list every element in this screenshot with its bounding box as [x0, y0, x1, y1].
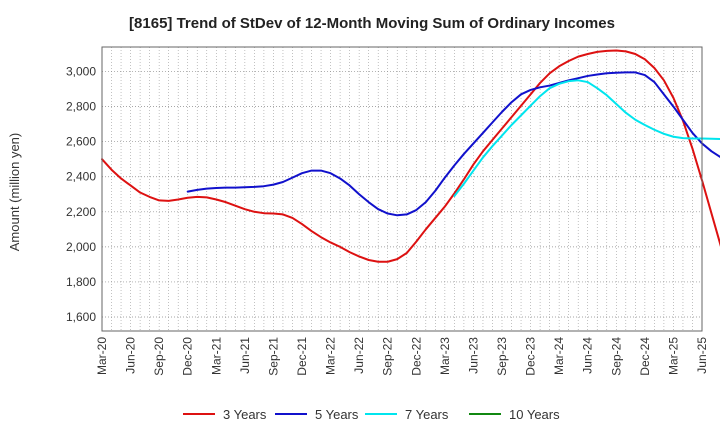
x-tick-label: Jun-24	[581, 337, 595, 374]
x-tick-label: Dec-22	[409, 337, 423, 376]
y-axis-label: Amount (million yen)	[7, 133, 22, 252]
x-tick-label: Mar-25	[666, 337, 680, 375]
x-tick-label: Dec-23	[524, 337, 538, 376]
legend-label: 5 Years	[315, 407, 359, 422]
x-tick-label: Mar-23	[438, 337, 452, 375]
x-tick-label: Mar-24	[552, 337, 566, 375]
x-tick-label: Sep-20	[152, 337, 166, 376]
legend: 3 Years 5 Years 7 Years 10 Years	[183, 407, 560, 422]
y-tick-label: 2,000	[66, 240, 96, 254]
series-line-5-years	[186, 71, 720, 217]
y-tick-label: 1,800	[66, 275, 96, 289]
series-line-3-years	[101, 49, 720, 263]
x-tick-label: Jun-25	[695, 337, 709, 374]
plot-frame	[101, 46, 703, 332]
grid	[102, 47, 702, 331]
x-tick-label: Mar-21	[209, 337, 223, 375]
x-tick-label: Jun-23	[466, 337, 480, 374]
x-tick-label: Dec-20	[181, 337, 195, 376]
x-tick-label: Dec-21	[295, 337, 309, 376]
x-tick-label: Sep-21	[266, 337, 280, 376]
x-tick-label: Sep-22	[381, 337, 395, 376]
x-tick-label: Mar-20	[95, 337, 109, 375]
y-tick-label: 2,800	[66, 100, 96, 114]
x-tick-label: Mar-22	[324, 337, 338, 375]
legend-label: 10 Years	[509, 407, 560, 422]
x-tick-label: Jun-21	[238, 337, 252, 374]
x-tick-label: Sep-23	[495, 337, 509, 376]
x-axis-ticks: Mar-20 Jun-20 Sep-20 Dec-20 Mar-21 Jun-21 Sep-…	[95, 337, 709, 376]
x-tick-label: Dec-24	[638, 337, 652, 376]
chart-title: [8165] Trend of StDev of 12-Month Moving…	[129, 15, 615, 32]
y-tick-label: 3,000	[66, 65, 96, 79]
y-axis-ticks: 1,600 1,800 2,000 2,200 2,400 2,600 2,800 3,000	[66, 65, 96, 324]
x-tick-label: Jun-22	[352, 337, 366, 374]
y-tick-label: 2,400	[66, 170, 96, 184]
x-tick-label: Jun-20	[124, 337, 138, 374]
legend-label: 3 Years	[223, 407, 267, 422]
series-lines	[101, 49, 720, 263]
y-tick-label: 2,200	[66, 205, 96, 219]
series-line-7-years	[453, 79, 720, 198]
y-tick-label: 2,600	[66, 135, 96, 149]
x-tick-label: Sep-24	[609, 337, 623, 376]
legend-label: 7 Years	[405, 407, 449, 422]
y-tick-label: 1,600	[66, 310, 96, 324]
